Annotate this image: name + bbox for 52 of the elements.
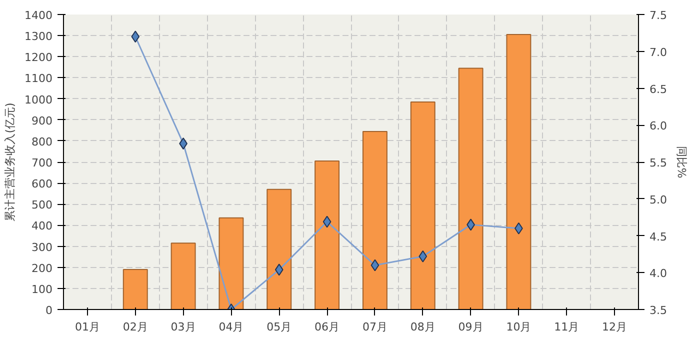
y2-tick-label: 6.0 xyxy=(650,120,667,133)
y-tick-label: 800 xyxy=(32,135,53,148)
point xyxy=(370,259,380,272)
x-tick-label: 01月 xyxy=(74,320,100,334)
point xyxy=(418,250,428,262)
bar xyxy=(410,101,436,310)
y-tick-label: 1200 xyxy=(24,51,53,64)
y-tick-label: 400 xyxy=(32,220,53,233)
x-tick-label: 03月 xyxy=(170,320,196,334)
x-tick-label: 04月 xyxy=(218,320,244,334)
bar xyxy=(170,242,196,310)
point xyxy=(322,216,332,228)
y2-tick-label: 3.5 xyxy=(650,304,667,317)
y-tick-label: 500 xyxy=(32,198,53,212)
y-tick-label: 100 xyxy=(32,282,53,296)
y-axis-title: 累计主营业务收入(亿元) xyxy=(4,102,17,222)
x-tick-label: 09月 xyxy=(458,320,484,334)
y-tick-label: 300 xyxy=(32,240,53,254)
x-tick-label: 10月 xyxy=(506,320,532,334)
bar xyxy=(122,268,148,310)
x-tick-label: 05月 xyxy=(266,320,292,334)
bar xyxy=(506,34,532,310)
x-tick-label: 12月 xyxy=(602,320,628,334)
y-tick-label: 0 xyxy=(46,304,52,317)
point xyxy=(274,264,284,276)
y-tick-label: 900 xyxy=(32,114,53,128)
bar xyxy=(458,68,484,310)
y-tick-label: 1000 xyxy=(24,93,53,106)
x-tick-label: 11月 xyxy=(554,320,580,334)
y-tick-label: 1300 xyxy=(24,30,53,44)
y-tick-label: 1400 xyxy=(24,9,53,22)
bar xyxy=(362,130,388,310)
y2-tick-label: 5.0 xyxy=(650,193,667,206)
y-tick-label: 600 xyxy=(32,178,53,191)
x-tick-label: 02月 xyxy=(122,320,148,334)
y2-tick-label: 7.5 xyxy=(650,9,667,22)
y2-tick-label: 7.0 xyxy=(650,46,667,59)
y2-tick-label: 4.5 xyxy=(650,230,667,244)
y-tick-label: 700 xyxy=(32,156,53,170)
y-tick-label: 200 xyxy=(32,262,53,275)
y2-tick-label: 5.5 xyxy=(650,156,667,170)
y2-tick-label: 4.0 xyxy=(650,267,667,280)
y2-axis-title: 同比% xyxy=(674,146,688,178)
x-tick-label: 06月 xyxy=(314,320,340,334)
point xyxy=(131,30,140,43)
y-tick-label: 1100 xyxy=(24,72,53,86)
x-tick-label: 07月 xyxy=(362,320,388,334)
y2-tick-label: 6.5 xyxy=(650,82,667,96)
x-tick-label: 08月 xyxy=(410,320,436,334)
bar xyxy=(314,160,340,310)
bar xyxy=(266,188,292,310)
bar xyxy=(218,217,244,310)
